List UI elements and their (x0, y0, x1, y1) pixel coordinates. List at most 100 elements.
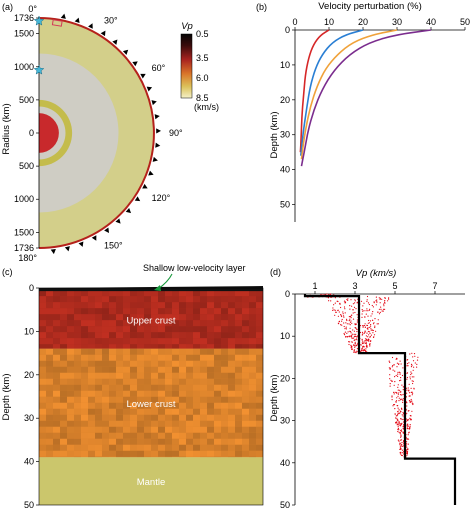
texture-cell (158, 450, 165, 457)
scatter-point (344, 308, 346, 310)
texture-cell (123, 408, 130, 415)
y-tick-label: 40 (24, 457, 34, 467)
texture-cell (256, 344, 263, 349)
texture-cell (207, 438, 214, 445)
texture-cell (172, 344, 179, 349)
scatter-point (349, 308, 351, 310)
scatter-point (354, 351, 356, 353)
texture-cell (137, 372, 144, 379)
texture-cell (95, 360, 102, 367)
texture-cell (144, 402, 151, 409)
panel-c-depth-label: Depth (km) (1, 374, 12, 421)
texture-cell (60, 332, 67, 339)
texture-cell (81, 320, 88, 327)
texture-cell (88, 456, 95, 458)
texture-cell (109, 302, 116, 309)
texture-cell (130, 332, 137, 339)
texture-cell (123, 420, 130, 427)
texture-cell (74, 338, 81, 345)
texture-cell (193, 338, 200, 345)
panel-c-label: (c) (2, 267, 13, 277)
texture-cell (179, 390, 186, 397)
texture-cell (172, 314, 179, 321)
layer-texture (39, 290, 263, 349)
scatter-point (400, 423, 402, 425)
scatter-point (349, 324, 351, 326)
scatter-point (343, 322, 345, 324)
radius-tick-label: 1500 (14, 29, 34, 39)
scatter-point (376, 299, 378, 301)
scatter-point (400, 451, 402, 453)
texture-cell (39, 450, 46, 457)
scatter-point (365, 344, 368, 346)
texture-cell (88, 354, 95, 361)
scatter-point (392, 405, 394, 407)
scatter-point (378, 308, 380, 310)
texture-cell (46, 384, 53, 391)
receiver-triangle (155, 142, 161, 148)
texture-cell (88, 348, 95, 355)
texture-cell (46, 420, 53, 427)
texture-cell (130, 438, 137, 445)
scatter-point (361, 342, 364, 344)
panel-c-crust-model: (c) Shallow low-velocity layer Depth (km… (1, 263, 264, 510)
texture-cell (256, 296, 263, 303)
texture-cell (67, 320, 74, 327)
texture-cell (109, 384, 116, 391)
texture-cell (186, 408, 193, 415)
texture-cell (186, 372, 193, 379)
texture-cell (200, 360, 207, 367)
texture-cell (228, 332, 235, 339)
texture-cell (235, 456, 242, 458)
scatter-point (409, 425, 411, 427)
texture-cell (249, 420, 256, 427)
texture-cell (256, 420, 263, 427)
texture-cell (179, 326, 186, 333)
scatter-point (408, 390, 410, 392)
scatter-point (402, 411, 404, 414)
texture-cell (228, 450, 235, 457)
scatter-point (369, 342, 371, 345)
texture-cell (137, 408, 144, 415)
texture-cell (130, 420, 137, 427)
texture-cell (109, 308, 116, 315)
scatter-point (399, 360, 401, 362)
texture-cell (179, 414, 186, 421)
texture-cell (214, 408, 221, 415)
texture-cell (242, 348, 249, 355)
texture-cell (39, 432, 46, 439)
texture-cell (123, 332, 130, 339)
texture-cell (151, 456, 158, 458)
texture-cell (39, 444, 46, 451)
scatter-point (368, 309, 370, 311)
texture-cell (200, 308, 207, 315)
texture-cell (123, 290, 130, 297)
texture-cell (235, 326, 242, 333)
scatter-point (402, 452, 404, 454)
texture-cell (137, 338, 144, 345)
texture-cell (172, 290, 179, 297)
scatter-point (381, 298, 383, 300)
x-tick-label: 10 (324, 17, 334, 27)
texture-cell (249, 456, 256, 458)
texture-cell (179, 450, 186, 457)
receiver-triangle (152, 156, 158, 162)
scatter-point (408, 383, 410, 385)
scatter-point (353, 351, 355, 353)
scatter-point (361, 309, 363, 311)
texture-cell (179, 444, 186, 451)
texture-cell (221, 302, 228, 309)
scatter-point (400, 425, 402, 427)
scatter-point (355, 308, 357, 310)
scatter-point (373, 301, 375, 303)
texture-cell (228, 420, 235, 427)
receiver-triangle (148, 170, 154, 176)
scatter-point (364, 350, 366, 352)
texture-cell (60, 354, 67, 361)
texture-cell (200, 432, 207, 439)
scatter-point (389, 374, 391, 376)
texture-cell (39, 390, 46, 397)
texture-cell (151, 320, 158, 327)
scatter-point (400, 444, 402, 446)
texture-cell (102, 402, 109, 409)
